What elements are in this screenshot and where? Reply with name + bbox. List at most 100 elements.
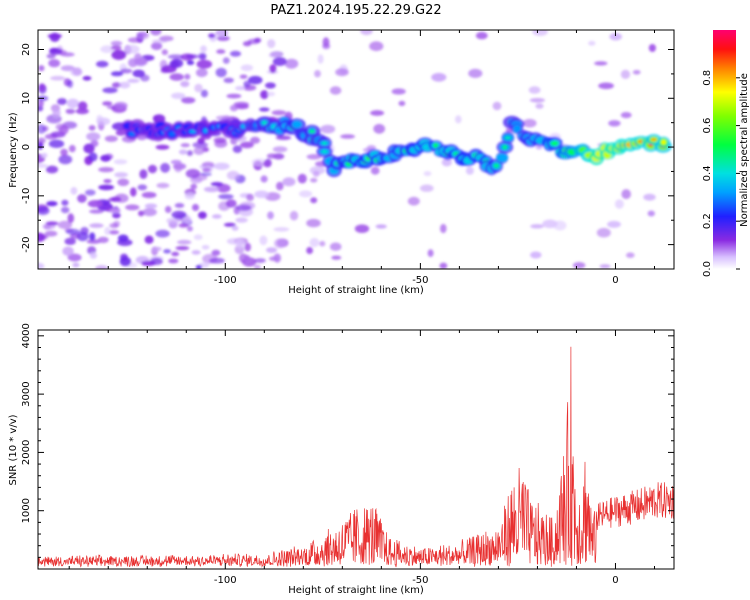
spectrogram-noise-blob xyxy=(98,184,115,191)
spectrogram-signal-core xyxy=(321,141,328,145)
spectrogram-noise-blob xyxy=(329,86,342,95)
spectrogram-noise-blob xyxy=(607,220,621,228)
spectrogram-frame xyxy=(37,29,675,270)
spectrogram-noise-blob xyxy=(195,68,208,78)
spectrogram-noise-blob xyxy=(186,60,195,66)
spectrogram-noise-blob xyxy=(213,137,227,144)
spectrogram-noise-blob xyxy=(314,70,321,78)
spectrogram-noise-blob xyxy=(273,253,281,263)
snr-frame xyxy=(37,329,675,570)
spectrogram-noise-blob xyxy=(88,125,96,131)
spectrogram-noise-blob xyxy=(77,194,87,203)
spectrogram-noise-blob xyxy=(275,135,292,140)
spectrogram-signal-core xyxy=(203,128,208,134)
spectrogram-signal-core xyxy=(493,163,500,168)
spectrogram-noise-blob xyxy=(213,162,230,170)
spectrogram-noise-blob xyxy=(262,160,272,168)
spectrogram-noise-blob xyxy=(594,61,608,66)
spectrogram-noise-blob xyxy=(218,194,234,200)
spectrogram-noise-blob xyxy=(152,246,162,252)
spectrogram-noise-blob xyxy=(52,108,61,118)
spectrogram-noise-blob xyxy=(265,82,276,89)
spectrogram-noise-blob xyxy=(532,30,548,36)
spectrogram-noise-blob xyxy=(95,265,109,269)
spectrogram-noise-blob xyxy=(83,143,95,154)
y-tick-label: 20 xyxy=(21,43,32,56)
spectrogram-noise-blob xyxy=(243,80,251,88)
spectrogram-noise-blob xyxy=(431,72,447,82)
spectrogram-noise-blob xyxy=(528,86,541,94)
spectrogram-noise-blob xyxy=(169,60,180,69)
spectrogram-noise-blob xyxy=(186,150,193,157)
spectrogram-noise-blob xyxy=(272,146,288,153)
spectrogram-noise-blob xyxy=(75,108,89,115)
spectrogram-noise-blob xyxy=(102,101,113,106)
spectrogram-noise-blob xyxy=(468,68,483,78)
spectrogram-noise-blob xyxy=(599,264,611,269)
spectrogram-noise-blob xyxy=(194,83,203,93)
spectrogram-noise-blob xyxy=(231,225,239,231)
colorbar: 0.0 0.2 0.4 0.6 0.8 Normalized spectral ampl… xyxy=(702,30,750,277)
spectrogram-noise-blob xyxy=(248,75,263,85)
spectrogram-signal-core xyxy=(504,136,512,140)
spectrogram-noise-blob xyxy=(171,92,186,100)
spectrogram-noise-blob xyxy=(111,82,122,88)
spectrogram-noise-blob xyxy=(643,193,656,201)
spectrogram-noise-blob xyxy=(160,162,171,173)
spectrogram-noise-blob xyxy=(102,87,118,94)
spectrogram-noise-blob xyxy=(620,69,631,79)
spectrogram-noise-blob xyxy=(72,262,80,268)
spectrogram-noise-blob xyxy=(48,139,65,148)
spectrogram-noise-blob xyxy=(87,200,103,208)
spectrogram-noise-blob xyxy=(254,190,269,199)
x-tick-label: -100 xyxy=(214,275,237,286)
spectrogram-noise-blob xyxy=(375,224,387,229)
spectrogram-noise-blob xyxy=(175,246,190,251)
spectrogram-noise-blob xyxy=(354,224,370,233)
spectrogram-noise-blob xyxy=(64,237,76,245)
spectrogram-noise-blob xyxy=(225,199,237,208)
spectrogram-noise-blob xyxy=(132,69,145,78)
spectrogram-noise-blob xyxy=(306,218,321,228)
spectrogram-noise-blob xyxy=(104,135,118,142)
spectrogram-noise-blob xyxy=(522,118,537,128)
x-tick-label: 0 xyxy=(612,575,618,586)
spectrogram-noise-blob xyxy=(167,54,184,59)
spectrogram-noise-blob xyxy=(161,49,168,56)
spectrogram-blobs xyxy=(38,30,672,269)
spectrogram-noise-blob xyxy=(38,137,46,144)
spectrogram-noise-blob xyxy=(86,132,101,141)
x-tick-label: -100 xyxy=(214,575,237,586)
spectrogram-noise-blob xyxy=(274,238,286,249)
spectrogram-noise-blob xyxy=(588,40,596,46)
spectrogram-noise-blob xyxy=(419,184,434,192)
spectrogram-noise-blob xyxy=(156,182,170,189)
spectrogram-noise-blob xyxy=(130,187,137,197)
spectrogram-noise-blob xyxy=(114,172,128,178)
spectrogram-noise-blob xyxy=(529,98,546,103)
spectrogram-noise-blob xyxy=(632,70,641,75)
spectrogram-noise-blob xyxy=(196,59,213,69)
spectrogram-noise-blob xyxy=(113,159,128,165)
spectrogram-noise-blob xyxy=(340,134,355,139)
colorbar-tick-label: 0.0 xyxy=(702,261,713,277)
spectrogram-noise-blob xyxy=(119,81,131,89)
spectrogram-noise-blob xyxy=(67,253,82,262)
colorbar-tick-label: 0.8 xyxy=(702,70,713,86)
spectrogram-noise-blob xyxy=(163,249,172,254)
spectrogram-noise-blob xyxy=(177,239,192,245)
spectrogram-signal-core xyxy=(550,141,559,146)
spectrogram-noise-blob xyxy=(260,175,268,183)
y-tick-label: 0 xyxy=(21,144,32,150)
y-tick-label: 4000 xyxy=(21,323,32,348)
spectrogram-noise-blob xyxy=(44,230,58,237)
spectrogram-noise-blob xyxy=(170,159,182,165)
spectrogram-noise-blob xyxy=(331,255,342,260)
spectrogram-noise-blob xyxy=(127,78,140,83)
spectrogram-noise-blob xyxy=(492,101,502,111)
spectrogram-noise-blob xyxy=(60,148,68,156)
spectrogram-noise-blob xyxy=(209,257,225,264)
spectrogram-ylabel: Frequency (Hz) xyxy=(8,112,19,188)
